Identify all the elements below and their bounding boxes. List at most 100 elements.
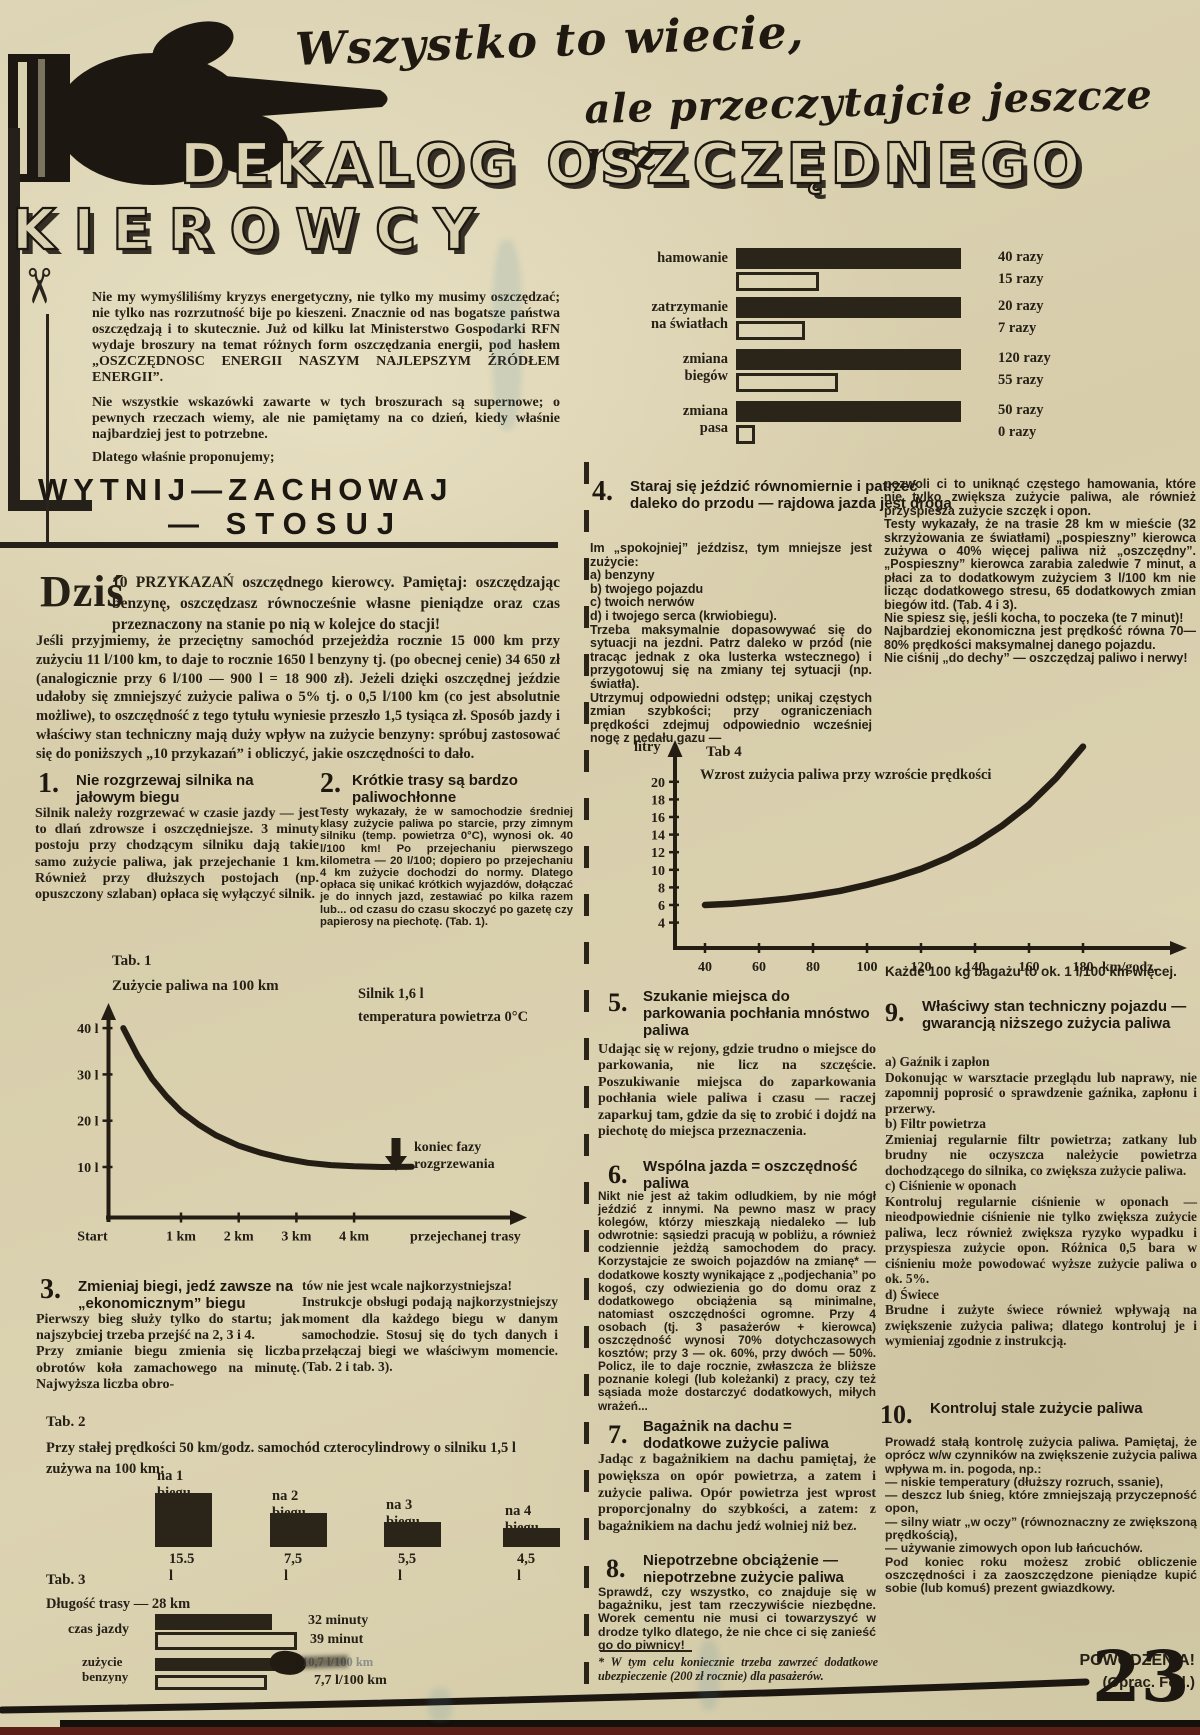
svg-text:20: 20 xyxy=(651,776,665,791)
tab4-line-chart: 20 18 16 14 12 10 8 6 4 40 60 80 100 120 140 160 180 km/g… xyxy=(651,740,1187,975)
lead-text: 10 PRZYKAZAŃ oszczędnego kierowcy. Pamię… xyxy=(112,574,560,633)
svg-text:14: 14 xyxy=(651,829,665,844)
tab4-ylabel: litry xyxy=(634,739,661,755)
starts-chart-row: zmiana biegów 120 razy 55 razy xyxy=(596,347,1196,395)
item-2-body: Testy wykazały, że w samochodzie średnie… xyxy=(320,806,573,928)
tab3-row1-value-outline: 39 minut xyxy=(310,1632,364,1647)
svg-text:60: 60 xyxy=(752,960,766,975)
column-divider-dashes xyxy=(584,462,589,1690)
blue-stain xyxy=(698,1640,720,1710)
svg-text:koniec fazy: koniec fazy xyxy=(414,1140,481,1155)
item-10-body: Prowadź stałą kontrolę zużycia paliwa. P… xyxy=(885,1435,1197,1596)
page-title-line-2: KIEROWCY xyxy=(11,197,493,264)
tab4-title: Tab 4 xyxy=(706,744,742,760)
svg-text:3 km: 3 km xyxy=(281,1230,311,1245)
starts-solid-bar xyxy=(736,349,961,370)
item-10-title: Kontroluj stale zużycie paliwa xyxy=(930,1400,1143,1417)
tab1-title: Tab. 1 xyxy=(112,953,152,969)
tab3-row1-value-solid: 32 minuty xyxy=(308,1613,369,1628)
blue-stain xyxy=(492,240,522,430)
tab3-title: Tab. 3 xyxy=(46,1572,86,1588)
starts-solid-bar xyxy=(736,297,961,318)
tab3-row1-label: czas jazdy xyxy=(68,1622,130,1637)
tab2-bar xyxy=(155,1493,212,1547)
lead-paragraph: Jeśli przyjmiemy, że przeciętny samochód… xyxy=(36,633,560,762)
item-10-number: 10. xyxy=(880,1400,913,1429)
starts-outline-bar xyxy=(736,425,755,444)
starts-row-values: 20 razy 7 razy xyxy=(998,298,1044,336)
item-9-body: a) Gaźnik i zapłon Dokonując w warsztaci… xyxy=(885,1054,1197,1348)
pointing-hand-illustration xyxy=(8,21,388,185)
footnote-rule xyxy=(600,1650,692,1652)
item-6-body: Nikt nie jest aż takim odludkiem, by nie… xyxy=(598,1189,876,1413)
svg-text:80: 80 xyxy=(806,960,820,975)
scissors-icon: ✂ xyxy=(11,265,65,307)
tab3-row2-label: zużycie benzyny xyxy=(82,1654,129,1684)
intro-paragraph-2: Nie wszystkie wskazówki zawarte w tych b… xyxy=(92,395,560,442)
smudge-overlay xyxy=(295,1655,349,1669)
item-7-title: Bagażnik na dachu = dodatkowe zużycie pa… xyxy=(643,1418,829,1452)
svg-text:20 l: 20 l xyxy=(77,1115,99,1130)
starts-chart-row: zmiana pasa 50 razy 0 razy xyxy=(596,399,1196,447)
starts-frequency-chart: hamowanie 40 razy 15 razy zatrzymanie na ś… xyxy=(596,243,1196,453)
item-3-body-col2: tów nie jest wcale najkorzystniejsza! In… xyxy=(302,1278,558,1375)
tab2-caption: Przy stałej prędkości 50 km/godz. samoch… xyxy=(46,1440,516,1477)
svg-text:40 l: 40 l xyxy=(77,1022,99,1037)
item-3-number: 3. xyxy=(40,1274,61,1305)
cutout-cta-line-2: — STOSUJ xyxy=(168,506,404,541)
page-title-line-1: DEKALOG OSZCZĘDNEGO xyxy=(179,131,1086,198)
svg-text:10 l: 10 l xyxy=(77,1161,99,1176)
item-8-title: Niepotrzebne obciążenie — niepotrzebne z… xyxy=(643,1552,844,1586)
svg-text:10: 10 xyxy=(651,864,665,879)
tab1-subtitle: Zużycie paliwa na 100 km xyxy=(112,978,279,994)
item-1-title: Nie rozgrzewaj silnika na jałowym biegu xyxy=(76,772,254,806)
starts-row-values: 50 razy 0 razy xyxy=(998,402,1044,440)
svg-text:120: 120 xyxy=(911,960,932,975)
starts-outline-bar xyxy=(736,373,838,392)
item-9-title: Właściwy stan techniczny pojazdu — gwara… xyxy=(922,998,1187,1032)
item-7-number: 7. xyxy=(608,1420,628,1449)
heavy-divider-rule xyxy=(0,542,558,548)
closing-credit: (Oprac. Fed.) xyxy=(1102,1674,1195,1691)
item-3-title: Zmieniaj biegi, jedź zawsze na „ekonomic… xyxy=(78,1278,294,1312)
item-1-body: Silnik należy rozgrzewać w czasie jazdy … xyxy=(35,806,319,903)
tab2-bar-text: 15.5 l xyxy=(169,1551,195,1584)
tab2-bar xyxy=(270,1513,327,1547)
tab4-subtitle: Wzrost zużycia paliwa przy wzroście pręd… xyxy=(700,767,992,783)
starts-chart-row: zatrzymanie na światłach 20 razy 7 razy xyxy=(596,295,1196,343)
svg-text:4 km: 4 km xyxy=(339,1230,369,1245)
svg-text:km/godz.: km/godz. xyxy=(1102,960,1157,975)
page-number: 23 xyxy=(1092,1635,1190,1718)
item-4-body-col1: Im „spokojniej” jeździsz, tym mniejsze j… xyxy=(590,541,872,746)
closing-powodzenia: POWODZENIA! xyxy=(1079,1652,1195,1669)
bottom-maroon-band xyxy=(0,1727,1200,1735)
starts-chart-row: hamowanie 40 razy 15 razy xyxy=(596,246,1196,294)
svg-text:140: 140 xyxy=(965,960,986,975)
item-9-number: 9. xyxy=(885,998,905,1027)
svg-text:przejechanej trasy: przejechanej trasy xyxy=(410,1230,521,1245)
tab1-note-temp: temperatura powietrza 0°C xyxy=(358,1009,529,1025)
starts-outline-bar xyxy=(736,321,805,340)
lead-badge: Dziś xyxy=(40,567,125,616)
svg-text:12: 12 xyxy=(651,846,665,861)
svg-text:180: 180 xyxy=(1073,960,1094,975)
starts-row-label: zatrzymanie na światłach xyxy=(651,299,728,332)
tab2-bar-text: 4,5 l xyxy=(517,1551,536,1584)
tab3-row1-outline-bar xyxy=(155,1632,297,1650)
tab1-note-engine: Silnik 1,6 l xyxy=(358,986,424,1002)
svg-text:18: 18 xyxy=(651,793,665,808)
item-4-body-col2: pozwoli ci to uniknąć częstego hamowania… xyxy=(884,477,1196,666)
svg-text:6: 6 xyxy=(658,899,665,914)
blue-stain xyxy=(428,1688,452,1722)
svg-text:4: 4 xyxy=(658,917,665,932)
left-bracket-arm xyxy=(8,500,92,511)
tab2-title: Tab. 2 xyxy=(46,1414,86,1430)
svg-text:Start: Start xyxy=(77,1230,108,1245)
tab2-bar xyxy=(384,1522,441,1547)
starts-solid-bar xyxy=(736,248,961,269)
tab2-bar xyxy=(503,1528,560,1547)
tab3-row2-solid-bar xyxy=(155,1658,283,1671)
starts-solid-bar xyxy=(736,401,961,422)
starts-row-values: 120 razy 55 razy xyxy=(998,350,1051,388)
svg-text:2 km: 2 km xyxy=(224,1230,254,1245)
